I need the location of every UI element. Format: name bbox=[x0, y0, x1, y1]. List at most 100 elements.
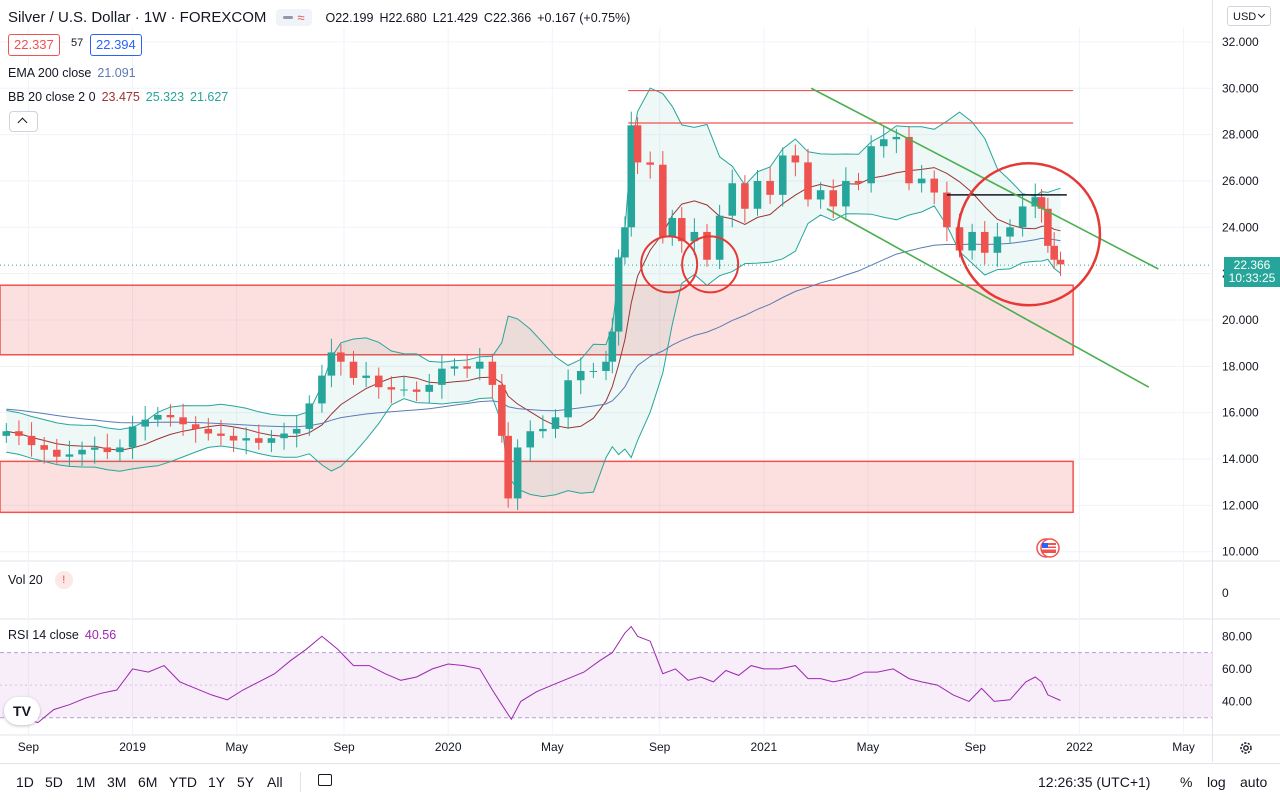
candle-body bbox=[463, 366, 471, 369]
compare-toggle-button[interactable]: ≈ bbox=[276, 9, 312, 26]
y-tick-label: 20.000 bbox=[1222, 313, 1259, 327]
price-zone-rect bbox=[0, 284, 1074, 356]
range-button-1y[interactable]: 1Y bbox=[208, 774, 226, 790]
candle-body bbox=[589, 370, 598, 372]
bb-legend[interactable]: BB 20 close 2 0 23.475 25.323 21.627 bbox=[8, 90, 228, 104]
warning-icon[interactable]: ! bbox=[54, 571, 73, 589]
candle-body bbox=[677, 218, 686, 242]
candle-body bbox=[255, 438, 263, 443]
ohlc-change: +0.167 (+0.75%) bbox=[537, 10, 631, 25]
x-tick-label: May bbox=[541, 740, 564, 754]
volume-legend[interactable]: Vol 20 ! bbox=[8, 571, 73, 589]
candle-body bbox=[564, 380, 572, 418]
candle-body bbox=[450, 366, 459, 369]
y-tick-label: 10.000 bbox=[1222, 545, 1259, 559]
candle-body bbox=[539, 428, 547, 432]
range-button-1m[interactable]: 1M bbox=[76, 774, 96, 790]
clock-timezone[interactable]: 12:26:35 (UTC+1) bbox=[1038, 774, 1151, 790]
y-tick-label: 28.000 bbox=[1222, 128, 1259, 142]
symbol-title[interactable]: Silver / U.S. Dollar · 1W · FOREXCOM bbox=[8, 9, 267, 26]
x-tick-label: 2021 bbox=[750, 740, 777, 754]
ema-legend[interactable]: EMA 200 close 21.091 bbox=[8, 66, 136, 80]
bid-price[interactable]: 22.337 bbox=[8, 34, 60, 56]
candle-body bbox=[65, 454, 74, 457]
rsi-tick-label: 40.00 bbox=[1222, 694, 1252, 708]
candle-body bbox=[1050, 245, 1058, 260]
candle-body bbox=[980, 231, 989, 253]
candle-body bbox=[867, 146, 875, 184]
volume-label: Vol 20 bbox=[8, 573, 43, 587]
rsi-tick-label: 60.00 bbox=[1222, 662, 1252, 676]
candle-body bbox=[690, 231, 699, 242]
tradingview-logo[interactable]: TV bbox=[4, 697, 40, 725]
candle-body bbox=[526, 431, 535, 448]
percent-toggle[interactable]: % bbox=[1180, 774, 1193, 790]
annotation-circle bbox=[681, 235, 740, 294]
y-tick-label: 12.000 bbox=[1222, 498, 1259, 512]
x-tick-label: May bbox=[225, 740, 248, 754]
candle-body bbox=[741, 183, 749, 209]
range-button-all[interactable]: All bbox=[267, 774, 283, 790]
economic-event-flag-icon[interactable] bbox=[1035, 537, 1061, 559]
candle-body bbox=[1056, 259, 1065, 265]
candle-body bbox=[318, 375, 326, 404]
x-tick-label: Sep bbox=[18, 740, 40, 754]
x-tick-label: Sep bbox=[965, 740, 987, 754]
candle-body bbox=[917, 178, 926, 184]
candle-body bbox=[400, 389, 408, 391]
range-button-3m[interactable]: 3M bbox=[107, 774, 127, 790]
candle-body bbox=[659, 164, 667, 237]
candle-body bbox=[804, 162, 812, 200]
date-range-icon[interactable] bbox=[318, 774, 332, 786]
candle-body bbox=[475, 361, 484, 369]
candle-body bbox=[993, 236, 1002, 253]
candle-body bbox=[728, 183, 737, 216]
rsi-label: RSI 14 close bbox=[8, 628, 79, 642]
y-tick-label: 16.000 bbox=[1222, 406, 1259, 420]
ask-price[interactable]: 22.394 bbox=[90, 34, 142, 56]
candle-body bbox=[349, 361, 358, 378]
log-toggle[interactable]: log bbox=[1207, 774, 1226, 790]
ohlc-close: C22.366 bbox=[483, 10, 532, 25]
last-price-tag: 22.366 10:33:25 bbox=[1224, 257, 1280, 287]
candle-body bbox=[602, 361, 610, 371]
range-button-6m[interactable]: 6M bbox=[138, 774, 158, 790]
y-tick-label: 32.000 bbox=[1222, 35, 1259, 49]
candle-body bbox=[204, 428, 213, 434]
range-button-5d[interactable]: 5D bbox=[45, 774, 63, 790]
y-tick-label: 14.000 bbox=[1222, 452, 1259, 466]
collapse-legend-button[interactable] bbox=[9, 111, 38, 132]
candle-body bbox=[438, 368, 446, 385]
candle-body bbox=[1018, 206, 1027, 228]
volume-axis-zero: 0 bbox=[1222, 586, 1229, 600]
x-tick-label: 2019 bbox=[119, 740, 146, 754]
currency-select[interactable]: USD bbox=[1227, 6, 1271, 26]
candle-body bbox=[2, 431, 11, 436]
candle-body bbox=[27, 435, 36, 446]
candle-body bbox=[608, 331, 617, 362]
rsi-legend[interactable]: RSI 14 close 40.56 bbox=[8, 628, 116, 642]
range-button-ytd[interactable]: YTD bbox=[169, 774, 197, 790]
candle-body bbox=[854, 180, 863, 184]
bar-countdown: 10:33:25 bbox=[1228, 271, 1276, 285]
candle-body bbox=[90, 447, 99, 450]
currency-label: USD bbox=[1233, 11, 1257, 23]
candle-body bbox=[576, 370, 585, 381]
range-button-5y[interactable]: 5Y bbox=[237, 774, 255, 790]
range-button-1d[interactable]: 1D bbox=[16, 774, 34, 790]
candle-body bbox=[374, 375, 383, 388]
candle-body bbox=[930, 178, 939, 193]
channel-trendline bbox=[826, 208, 1150, 388]
x-tick-label: May bbox=[1172, 740, 1195, 754]
candle-body bbox=[154, 415, 162, 420]
rsi-value: 40.56 bbox=[84, 628, 117, 642]
annotation-circle bbox=[956, 161, 1102, 307]
candle-body bbox=[646, 162, 654, 165]
candle-body bbox=[267, 438, 276, 443]
candle-body bbox=[292, 428, 301, 434]
candle-body bbox=[955, 227, 964, 251]
auto-toggle[interactable]: auto bbox=[1240, 774, 1268, 790]
gear-icon[interactable] bbox=[1238, 740, 1254, 756]
bollinger-band-fill bbox=[6, 88, 1061, 497]
